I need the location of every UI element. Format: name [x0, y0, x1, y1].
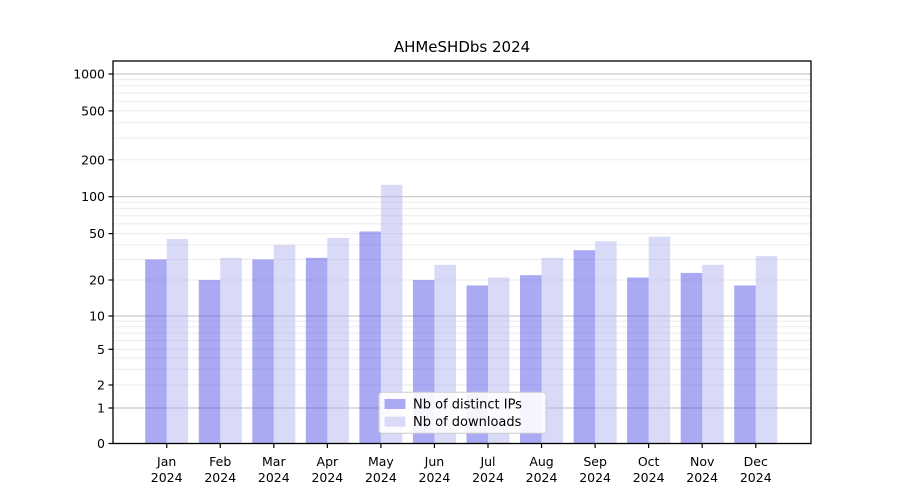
bar-distinct-ips — [252, 259, 274, 444]
x-axis-tick-label-year: 2024 — [311, 470, 343, 485]
legend-label-downloads: Nb of downloads — [413, 415, 522, 430]
bar-distinct-ips — [305, 257, 328, 444]
y-axis-tick-label: 5 — [97, 342, 105, 357]
x-axis: Jan2024Feb2024Mar2024Apr2024May2024Jun20… — [151, 443, 772, 485]
y-axis-tick-label: 1 — [97, 401, 105, 416]
x-axis-tick-label-month: Jun — [424, 454, 445, 469]
x-axis-tick-label-year: 2024 — [472, 470, 504, 485]
bar-downloads — [166, 238, 189, 444]
x-axis-tick-label-month: Jan — [156, 454, 176, 469]
y-axis-tick-label: 10 — [89, 309, 105, 324]
x-axis-tick-label-year: 2024 — [151, 470, 183, 485]
bar-distinct-ips — [627, 277, 649, 444]
bar-downloads — [327, 237, 349, 444]
bar-downloads — [755, 256, 778, 444]
x-axis-tick-label-month: Jul — [479, 454, 495, 469]
y-axis: 0 1 2 5 10 20 50 100 200 500 1000 — [73, 67, 113, 451]
legend-swatch-distinct-ips — [384, 399, 406, 409]
y-axis-tick-label: 50 — [89, 226, 105, 241]
y-axis-tick-label: 100 — [81, 189, 105, 204]
bar-downloads — [595, 241, 617, 444]
y-axis-tick-label: 0 — [97, 436, 105, 451]
bar-downloads — [220, 257, 242, 444]
x-axis-tick-label-month: Mar — [262, 454, 286, 469]
bar-downloads — [380, 184, 403, 444]
x-axis-tick-label-month: Sep — [583, 454, 607, 469]
x-axis-tick-label-month: Apr — [317, 454, 339, 469]
x-axis-tick-label-year: 2024 — [365, 470, 397, 485]
y-axis-tick-label: 1000 — [73, 67, 105, 82]
bar-distinct-ips — [680, 272, 703, 444]
bar-distinct-ips — [359, 231, 381, 444]
legend-label-distinct-ips: Nb of distinct IPs — [413, 398, 522, 413]
x-axis-tick-label-month: Oct — [638, 454, 660, 469]
y-axis-tick-label: 200 — [81, 152, 105, 167]
legend-swatch-downloads — [384, 416, 406, 427]
bar-downloads — [648, 236, 671, 444]
x-axis-tick-label-year: 2024 — [579, 470, 611, 485]
x-axis-tick-label-year: 2024 — [258, 470, 290, 485]
bar-distinct-ips — [145, 259, 167, 444]
bar-downloads — [702, 264, 724, 444]
x-axis-tick-label-year: 2024 — [740, 470, 772, 485]
x-axis-tick-label-year: 2024 — [204, 470, 236, 485]
bar-downloads — [541, 257, 564, 444]
bar-distinct-ips — [198, 280, 221, 444]
y-axis-tick-label: 20 — [89, 273, 105, 288]
x-axis-tick-label-year: 2024 — [526, 470, 558, 485]
bar-distinct-ips — [734, 285, 756, 444]
plot-border — [112, 60, 812, 445]
legend-box — [378, 391, 547, 434]
chart-title: AHMeSHDbs 2024 — [394, 38, 530, 56]
legend: Nb of distinct IPs Nb of downloads — [378, 391, 547, 434]
bar-downloads — [273, 244, 296, 444]
x-axis-tick-label-year: 2024 — [633, 470, 665, 485]
x-axis-tick-label-month: May — [368, 454, 394, 469]
x-axis-tick-label-year: 2024 — [686, 470, 718, 485]
x-axis-tick-label-month: Feb — [209, 454, 231, 469]
y-axis-tick-label: 2 — [97, 378, 105, 393]
x-axis-tick-label-month: Aug — [529, 454, 553, 469]
x-axis-tick-label-year: 2024 — [419, 470, 451, 485]
bar-distinct-ips — [573, 250, 596, 444]
y-axis-tick-label: 500 — [81, 103, 105, 118]
x-axis-tick-label-month: Nov — [690, 454, 715, 469]
x-axis-tick-label-month: Dec — [744, 454, 768, 469]
